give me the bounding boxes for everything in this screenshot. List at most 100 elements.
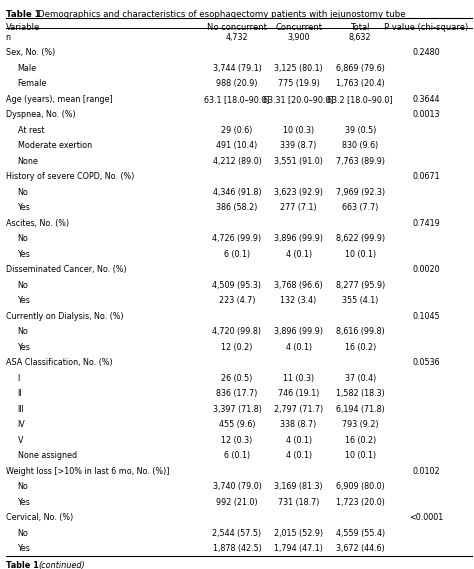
Text: 3,896 (99.9): 3,896 (99.9) (274, 327, 323, 336)
Text: No: No (18, 188, 28, 197)
Text: III: III (18, 405, 24, 414)
Text: None assigned: None assigned (18, 451, 77, 460)
Text: 37 (0.4): 37 (0.4) (345, 374, 376, 383)
Text: 7,969 (92.3): 7,969 (92.3) (336, 188, 385, 197)
Text: 1,723 (20.0): 1,723 (20.0) (336, 498, 385, 507)
Text: 0.0536: 0.0536 (413, 358, 440, 367)
Text: Concurrent: Concurrent (275, 23, 322, 32)
Text: 0.7419: 0.7419 (413, 219, 440, 228)
Text: 3,744 (79.1): 3,744 (79.1) (212, 64, 262, 73)
Text: 16 (0.2): 16 (0.2) (345, 343, 376, 352)
Text: (continued): (continued) (38, 561, 84, 569)
Text: 4 (0.1): 4 (0.1) (285, 343, 312, 352)
Text: 4,509 (95.3): 4,509 (95.3) (212, 281, 262, 290)
Text: 1,582 (18.3): 1,582 (18.3) (336, 389, 384, 398)
Text: 491 (10.4): 491 (10.4) (216, 141, 258, 150)
Text: None: None (18, 157, 38, 166)
Text: 39 (0.5): 39 (0.5) (345, 126, 376, 135)
Text: 3,125 (80.1): 3,125 (80.1) (274, 64, 323, 73)
Text: 6 (0.1): 6 (0.1) (224, 451, 250, 460)
Text: 0.0671: 0.0671 (413, 172, 440, 182)
Text: P value (chi-square): P value (chi-square) (384, 23, 469, 32)
Text: 338 (8.7): 338 (8.7) (281, 420, 317, 429)
Text: 4,732: 4,732 (226, 33, 248, 42)
Text: 6,194 (71.8): 6,194 (71.8) (336, 405, 384, 414)
Text: 0.0102: 0.0102 (413, 467, 440, 476)
Text: 277 (7.1): 277 (7.1) (280, 203, 317, 212)
Text: Dyspnea, No. (%): Dyspnea, No. (%) (6, 110, 75, 119)
Text: Disseminated Cancer, No. (%): Disseminated Cancer, No. (%) (6, 265, 126, 274)
Text: 0.0013: 0.0013 (413, 110, 440, 119)
Text: 8,616 (99.8): 8,616 (99.8) (336, 327, 384, 336)
Text: n: n (6, 33, 11, 42)
Text: Variable: Variable (6, 23, 40, 32)
Text: 731 (18.7): 731 (18.7) (278, 498, 319, 507)
Text: 6,869 (79.6): 6,869 (79.6) (336, 64, 385, 73)
Text: 6,909 (80.0): 6,909 (80.0) (336, 483, 384, 491)
Text: 12 (0.2): 12 (0.2) (221, 343, 253, 352)
Text: Sex, No. (%): Sex, No. (%) (6, 48, 55, 57)
Text: 0.3644: 0.3644 (413, 95, 440, 104)
Text: 663 (7.7): 663 (7.7) (342, 203, 378, 212)
Text: No: No (18, 281, 28, 290)
Text: 63.31 [20.0–90.0]: 63.31 [20.0–90.0] (264, 95, 334, 104)
Text: 8,622 (99.9): 8,622 (99.9) (336, 234, 385, 244)
Text: 29 (0.6): 29 (0.6) (221, 126, 253, 135)
Text: 746 (19.1): 746 (19.1) (278, 389, 319, 398)
Text: No: No (18, 483, 28, 491)
Text: 3,623 (92.9): 3,623 (92.9) (274, 188, 323, 197)
Text: 455 (9.6): 455 (9.6) (219, 420, 255, 429)
Text: 1,878 (42.5): 1,878 (42.5) (212, 544, 262, 553)
Text: 0.2480: 0.2480 (413, 48, 440, 57)
Text: 3,551 (91.0): 3,551 (91.0) (274, 157, 323, 166)
Text: Yes: Yes (18, 203, 30, 212)
Text: 3,672 (44.6): 3,672 (44.6) (336, 544, 384, 553)
Text: 2,797 (71.7): 2,797 (71.7) (274, 405, 323, 414)
Text: Cervical, No. (%): Cervical, No. (%) (6, 513, 73, 522)
Text: 8,632: 8,632 (349, 33, 372, 42)
Text: No: No (18, 327, 28, 336)
Text: II: II (18, 389, 22, 398)
Text: 3,768 (96.6): 3,768 (96.6) (274, 281, 323, 290)
Text: 63.1 [18.0–90.0]: 63.1 [18.0–90.0] (204, 95, 270, 104)
Text: 4,346 (91.8): 4,346 (91.8) (213, 188, 261, 197)
Text: 1,763 (20.4): 1,763 (20.4) (336, 79, 384, 88)
Text: V: V (18, 436, 23, 445)
Text: 26 (0.5): 26 (0.5) (221, 374, 253, 383)
Text: 223 (4.7): 223 (4.7) (219, 296, 255, 306)
Text: 355 (4.1): 355 (4.1) (342, 296, 378, 306)
Text: 0.0020: 0.0020 (413, 265, 440, 274)
Text: No: No (18, 529, 28, 538)
Text: 988 (20.9): 988 (20.9) (216, 79, 258, 88)
Text: History of severe COPD, No. (%): History of severe COPD, No. (%) (6, 172, 134, 182)
Text: Demographics and characteristics of esophagectomy patients with jejunostomy tube: Demographics and characteristics of esop… (38, 10, 406, 19)
Text: 16 (0.2): 16 (0.2) (345, 436, 376, 445)
Text: 6 (0.1): 6 (0.1) (224, 250, 250, 259)
Text: 3,740 (79.0): 3,740 (79.0) (212, 483, 262, 491)
Text: Table 1: Table 1 (6, 10, 44, 19)
Text: 4 (0.1): 4 (0.1) (285, 250, 312, 259)
Text: Table 1: Table 1 (6, 561, 41, 569)
Text: 339 (8.7): 339 (8.7) (281, 141, 317, 150)
Text: 4,212 (89.0): 4,212 (89.0) (212, 157, 262, 166)
Text: 63.2 [18.0–90.0]: 63.2 [18.0–90.0] (328, 95, 393, 104)
Text: 0.1045: 0.1045 (413, 312, 440, 321)
Text: 10 (0.1): 10 (0.1) (345, 451, 376, 460)
Text: Total: Total (350, 23, 370, 32)
Text: 3,397 (71.8): 3,397 (71.8) (212, 405, 262, 414)
Text: 836 (17.7): 836 (17.7) (216, 389, 258, 398)
Text: 12 (0.3): 12 (0.3) (221, 436, 253, 445)
Text: 10 (0.3): 10 (0.3) (283, 126, 314, 135)
Text: Ascites, No. (%): Ascites, No. (%) (6, 219, 69, 228)
Text: ASA Classification, No. (%): ASA Classification, No. (%) (6, 358, 112, 367)
Text: 8,277 (95.9): 8,277 (95.9) (336, 281, 385, 290)
Text: 11 (0.3): 11 (0.3) (283, 374, 314, 383)
Text: Yes: Yes (18, 498, 30, 507)
Text: 830 (9.6): 830 (9.6) (342, 141, 378, 150)
Text: 3,900: 3,900 (287, 33, 310, 42)
Text: 793 (9.2): 793 (9.2) (342, 420, 379, 429)
Text: Yes: Yes (18, 343, 30, 352)
Text: IV: IV (18, 420, 25, 429)
Text: 4,559 (55.4): 4,559 (55.4) (336, 529, 385, 538)
Text: 4 (0.1): 4 (0.1) (285, 436, 312, 445)
